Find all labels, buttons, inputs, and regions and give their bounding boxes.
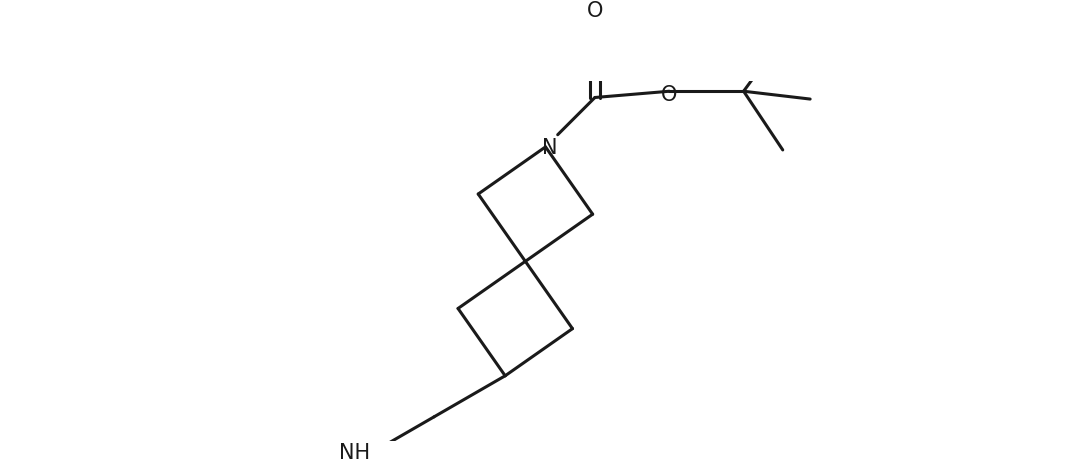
Text: NH: NH: [340, 442, 370, 462]
Text: O: O: [586, 1, 603, 21]
Text: N: N: [542, 138, 558, 157]
Text: O: O: [661, 84, 677, 104]
